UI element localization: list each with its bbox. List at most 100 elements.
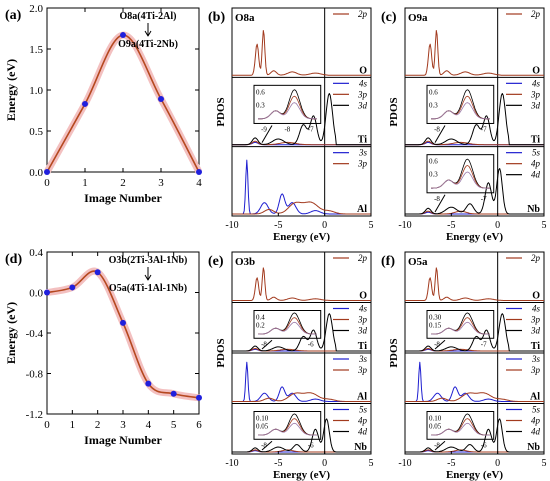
- curve-shade: [43, 31, 203, 174]
- legend-label: 4s: [359, 304, 368, 314]
- inset-y-tick-label: 0.05: [256, 422, 269, 430]
- inset-y-tick-label: 0.4: [256, 314, 265, 322]
- legend-label: 3p: [357, 365, 368, 375]
- legend-label: 2p: [531, 253, 541, 263]
- inset-frame: [426, 310, 495, 339]
- legend-label: 2p: [358, 253, 368, 263]
- plot-frame: [231, 7, 372, 217]
- element-label: Nb: [527, 204, 540, 215]
- inset-y-tick-label: 0.3: [429, 101, 438, 109]
- y-tick-label: 0.0: [29, 288, 43, 300]
- legend-label: 4p: [531, 416, 541, 426]
- legend-label: 5s: [359, 405, 368, 415]
- pdos-curve-Ti-3d: [405, 313, 544, 352]
- inset-arrow: [434, 125, 446, 143]
- annotation-final: O5a(4Ti-1Al-1Nb): [109, 283, 187, 294]
- element-label: O: [532, 291, 540, 302]
- element-label: Al: [530, 392, 540, 403]
- legend-label: 3p: [357, 159, 368, 169]
- inset-y-tick-label: 0.05: [429, 422, 442, 430]
- legend-label: 3s: [358, 148, 368, 158]
- inset-arrow: [434, 440, 446, 451]
- element-label: Ti: [358, 135, 367, 146]
- plot-frame: [404, 7, 545, 217]
- data-point: [120, 32, 126, 39]
- inset-x-tick-label: -6: [308, 340, 314, 348]
- x-tick-label: 5: [171, 419, 177, 431]
- panel-label: (c): [381, 10, 397, 25]
- x-tick-label: 6: [196, 419, 202, 431]
- data-point: [170, 390, 177, 397]
- y-axis-label: Energy (eV): [4, 59, 18, 121]
- legend-label: 3d: [530, 100, 541, 110]
- inset-y-tick-label: 0.6: [429, 158, 438, 166]
- y-tick-label: 1.5: [29, 44, 43, 56]
- inset-y-tick-label: 0.6: [429, 88, 438, 96]
- inset-curve: [258, 321, 317, 335]
- data-point: [145, 380, 152, 387]
- data-point: [44, 169, 50, 175]
- inset-y-tick-label: 0.10: [256, 415, 269, 423]
- x-axis-label: Energy (eV): [273, 231, 330, 243]
- legend-label: 2p: [358, 9, 368, 19]
- inset-x-tick-label: -7: [481, 125, 487, 133]
- inset-arrow: [261, 125, 273, 143]
- legend-label: 3p: [530, 315, 541, 325]
- x-tick-label: -5: [274, 458, 282, 469]
- pdos-curve-Al-3p: [232, 392, 371, 402]
- legend-label: 5s: [532, 148, 541, 158]
- pdos-curve-Nb-4d: [405, 418, 544, 453]
- data-point: [196, 394, 202, 401]
- annotation-initial: O3b(2Ti-3Al-1Nb): [109, 255, 188, 266]
- inset-curve: [258, 89, 317, 120]
- x-tick-label: 0: [44, 177, 50, 189]
- inset-x-tick-label: -7: [481, 340, 487, 348]
- y-axis-label: PDOS: [388, 97, 400, 126]
- y-tick-label: 0.4: [29, 247, 43, 259]
- pdos-curve-Al-3p: [232, 201, 371, 215]
- inset-x-tick-label: -8: [434, 125, 440, 133]
- legend-label: 4p: [358, 416, 368, 426]
- y-axis-label: PDOS: [215, 338, 227, 367]
- x-tick-label: -5: [274, 220, 282, 231]
- panel-title: O3b: [235, 256, 255, 268]
- x-tick-label: 0: [322, 458, 327, 469]
- x-tick-label: 1: [82, 177, 88, 189]
- x-tick-label: 0: [44, 419, 50, 431]
- legend-label: 3d: [357, 326, 368, 336]
- inset-curve: [258, 312, 317, 335]
- inset-y-tick-label: 0.3: [256, 101, 265, 109]
- annotation-initial: O8a(4Ti-2Al): [119, 11, 176, 22]
- plot-frame: [46, 251, 200, 415]
- element-label: Ti: [531, 135, 540, 146]
- inset-x-tick-label: -8: [284, 125, 290, 133]
- panel-title: O5a: [408, 256, 428, 268]
- data-point: [196, 169, 202, 175]
- inset-y-tick-label: 0.6: [256, 88, 265, 96]
- element-label: O: [532, 65, 540, 76]
- x-tick-label: 4: [196, 177, 202, 189]
- x-tick-label: 5: [542, 220, 547, 231]
- pdos-curve-Al-3s: [232, 159, 371, 215]
- pdos-curve-Al-3p: [405, 392, 544, 402]
- inset-y-tick-label: 0.30: [429, 314, 442, 322]
- x-tick-label: 2: [95, 419, 101, 431]
- data-point: [158, 96, 164, 103]
- element-label: Al: [357, 204, 367, 215]
- x-tick-label: -10: [225, 458, 238, 469]
- legend-label: 5s: [532, 405, 541, 415]
- annotation-final: O9a(4Ti-2Nb): [118, 39, 178, 50]
- panel-label: (f): [381, 254, 395, 269]
- inset-x-tick-label: -9: [261, 125, 267, 133]
- x-axis-label: Energy (eV): [446, 469, 503, 481]
- panel-label: (b): [208, 10, 225, 25]
- legend-label: 4s: [532, 304, 541, 314]
- y-tick-label: 0.5: [29, 126, 43, 138]
- legend-label: 4p: [531, 159, 541, 169]
- inset-arrow: [434, 194, 446, 213]
- inset-curve: [431, 102, 490, 120]
- panel-label: (a): [5, 8, 22, 23]
- element-label: Ti: [531, 341, 540, 352]
